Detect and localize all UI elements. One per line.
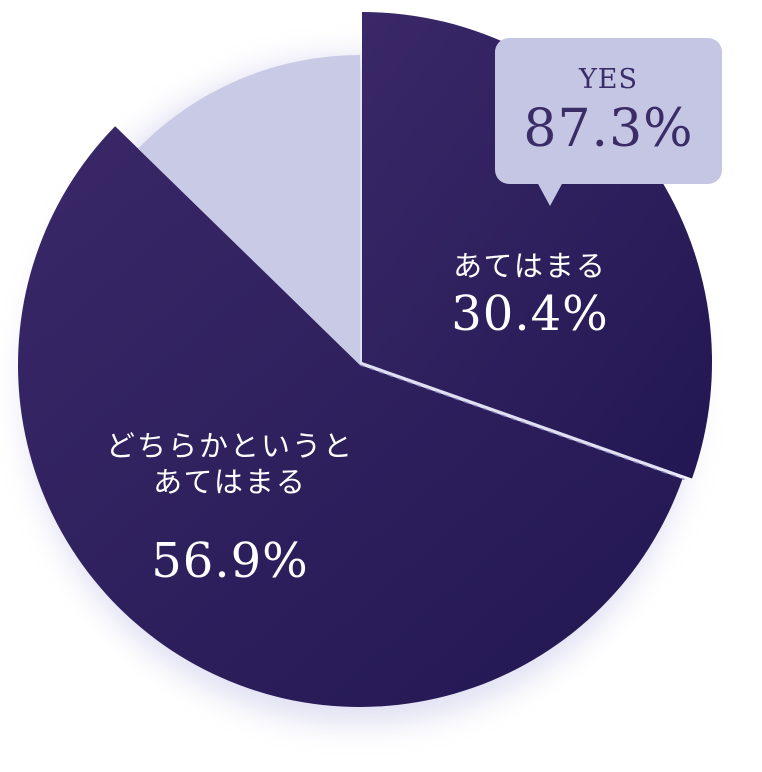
slice-name: どちらかというと あてはまる [105, 429, 354, 500]
slice-name: あてはまる [453, 249, 607, 283]
slice-divider [359, 364, 685, 481]
slice-other [138, 55, 360, 365]
callout-label: YES [578, 64, 639, 95]
yes-callout: YES 87.3% [495, 38, 722, 206]
slice-agree [362, 12, 713, 479]
slice-label-somewhat-agree: どちらかというと あてはまる 56.9% [80, 408, 380, 611]
slice-value: 30.4% [451, 286, 609, 343]
slice-value: 56.9% [151, 532, 309, 589]
slice-somewhat-agree [17, 126, 683, 707]
slice-label-agree: あてはまる 30.4% [420, 248, 640, 344]
callout-value: 87.3% [523, 99, 694, 159]
